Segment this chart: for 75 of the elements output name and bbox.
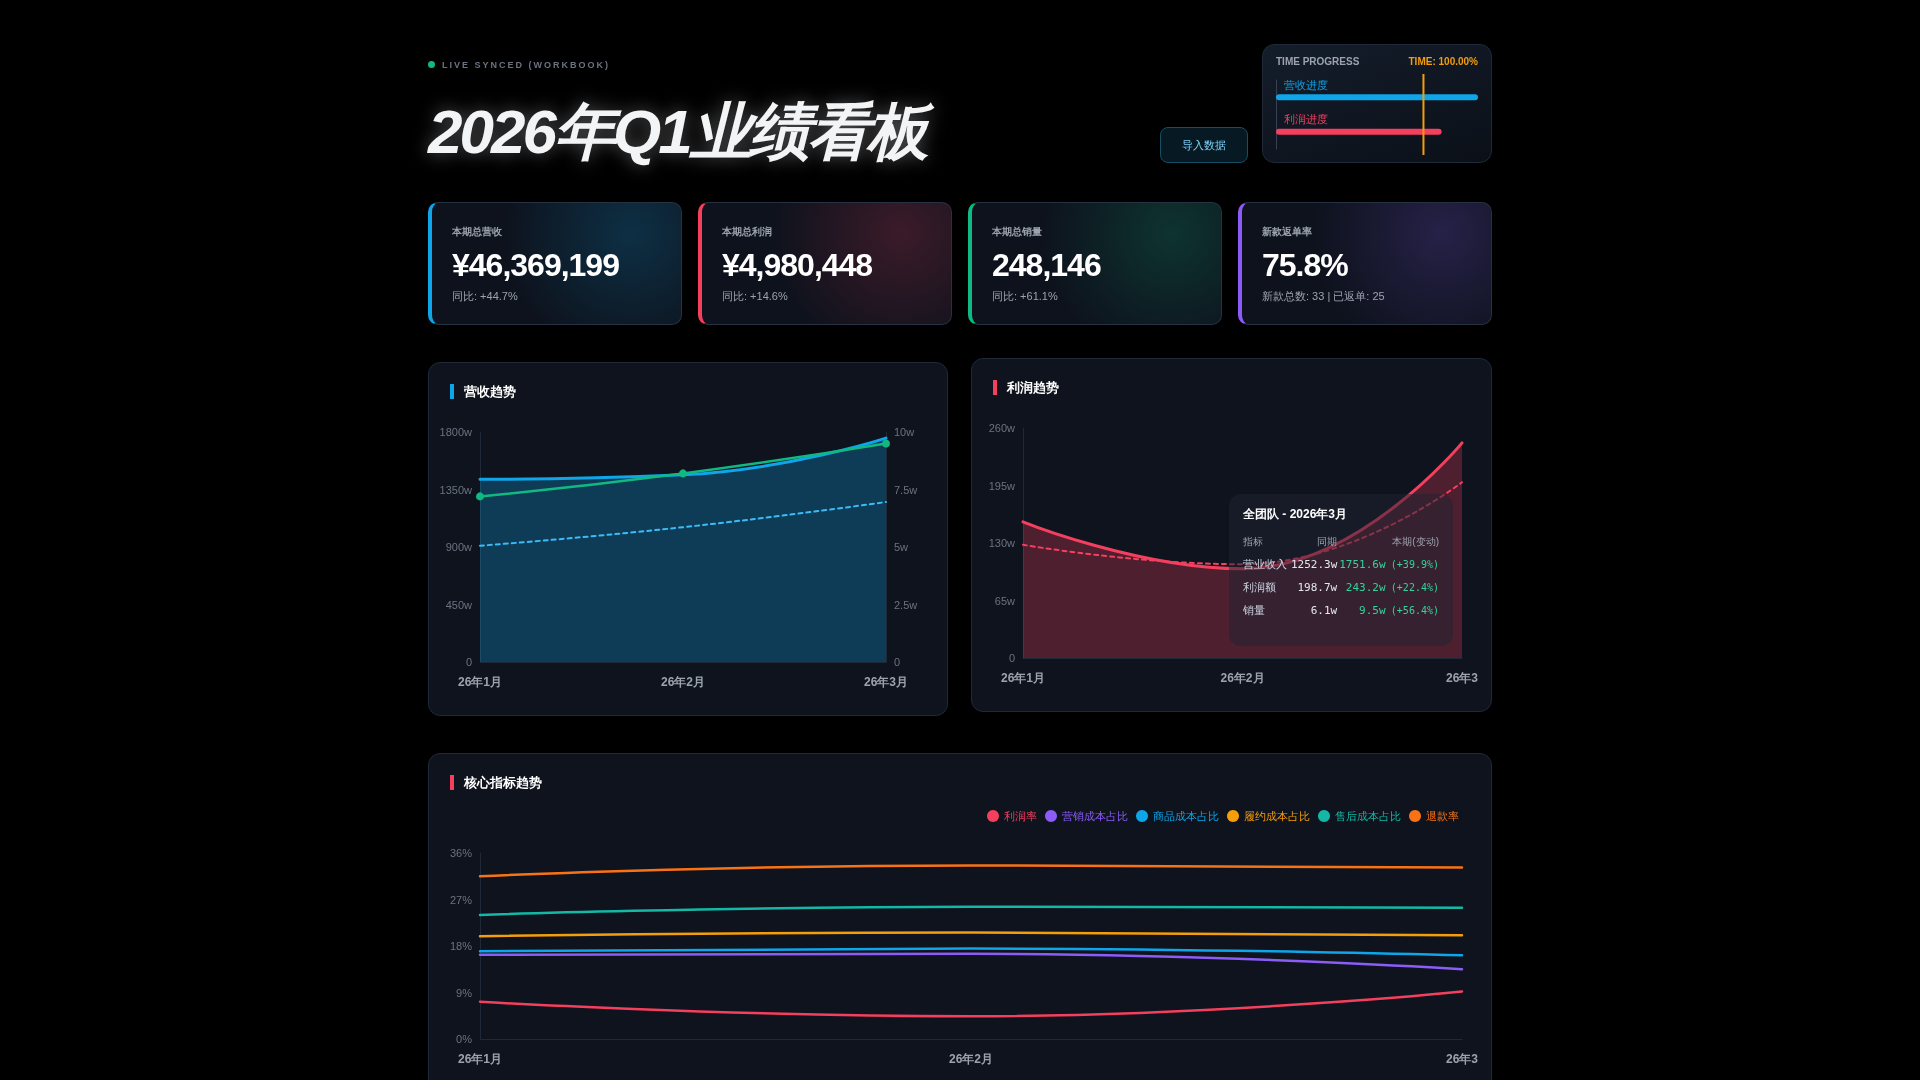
x-tick-label: 26年2月 bbox=[660, 675, 706, 689]
annotation: (+56.4%) bbox=[1389, 604, 1439, 618]
legend-label: 利润率 bbox=[1004, 810, 1037, 822]
y-tick-label: 36% bbox=[449, 847, 473, 859]
annotation: 1252.3w bbox=[1289, 557, 1338, 573]
annotation: 销量 bbox=[1243, 603, 1266, 618]
y-tick-label: 0% bbox=[456, 1033, 473, 1045]
text: ¥4,980,448 bbox=[722, 247, 873, 284]
text: LIVE SYNCED (WORKBOOK) bbox=[441, 60, 611, 70]
y-tick-label: 27% bbox=[449, 893, 473, 906]
legend-label: 退款率 bbox=[1426, 810, 1459, 822]
text: TIME: 100.00% bbox=[1408, 56, 1478, 67]
y2-tick-label: 2.5w bbox=[894, 598, 918, 611]
y-tick-label: 0 bbox=[465, 656, 472, 668]
annotation: 1751.6w bbox=[1338, 557, 1386, 573]
annotation: 全团队 - 2026年3月 bbox=[1243, 506, 1349, 523]
annotation: (+22.4%) bbox=[1389, 581, 1439, 595]
legend-label: 商品成本占比 bbox=[1153, 810, 1219, 822]
x-tick-label: 26年1月 bbox=[457, 675, 503, 689]
x-tick-label: 26年1月 bbox=[1000, 671, 1046, 685]
y2-tick-label: 10w bbox=[894, 426, 915, 438]
y-tick-label: 1800w bbox=[439, 426, 473, 438]
text: 同比: +61.1% bbox=[992, 289, 1058, 304]
y-tick-label: 9% bbox=[456, 986, 473, 999]
y2-tick-label: 5w bbox=[894, 541, 909, 553]
text: ¥46,369,199 bbox=[452, 247, 619, 284]
y-tick-label: 利润进度 bbox=[1284, 113, 1328, 126]
annotation: 利润额 bbox=[1243, 580, 1277, 595]
y-tick-label: 195w bbox=[988, 479, 1016, 492]
y-tick-label: 65w bbox=[994, 594, 1016, 607]
chart-title: TIME PROGRESS bbox=[1276, 56, 1360, 67]
annotation: 营业收入 bbox=[1243, 557, 1288, 572]
text: 本期总营收 bbox=[452, 225, 502, 239]
point bbox=[882, 439, 890, 448]
text: 新款返单率 bbox=[1262, 225, 1312, 239]
annotation: 243.2w bbox=[1344, 580, 1386, 596]
x-tick-label: 26年1月 bbox=[457, 1052, 503, 1066]
point bbox=[476, 492, 484, 501]
text: 248,146 bbox=[992, 247, 1101, 284]
chart-title: 利润趋势 bbox=[993, 380, 1059, 395]
annotation: 9.5w bbox=[1358, 603, 1386, 619]
legend-label: 履约成本占比 bbox=[1244, 810, 1310, 822]
y-tick-label: 营收进度 bbox=[1284, 78, 1328, 91]
x-tick-label: 26年2月 bbox=[1220, 671, 1265, 685]
y-tick-label: 900w bbox=[445, 541, 473, 553]
text: 导入数据 bbox=[1160, 127, 1248, 163]
annotation: 本期(变动) bbox=[1391, 535, 1439, 549]
y2-tick-label: 0 bbox=[894, 656, 901, 668]
y-tick-label: 18% bbox=[449, 940, 473, 952]
point bbox=[679, 469, 687, 478]
y-tick-label: 0 bbox=[1008, 652, 1015, 664]
annotation: 同期 bbox=[1316, 535, 1338, 549]
y-tick-label: 1350w bbox=[439, 483, 473, 496]
x-tick-label: 26年2月 bbox=[948, 1052, 994, 1066]
x-tick-label: 26年3 bbox=[1445, 671, 1479, 685]
x-tick-label: 26年3 bbox=[1445, 1052, 1479, 1066]
chart-title: 核心指标趋势 bbox=[450, 775, 542, 790]
annotation: 6.1w bbox=[1309, 603, 1338, 619]
y-tick-label: 130w bbox=[988, 537, 1016, 549]
annotation: (+39.9%) bbox=[1389, 558, 1439, 572]
text: 同比: +44.7% bbox=[452, 289, 518, 304]
annotation: 198.7w bbox=[1296, 580, 1338, 596]
text: 本期总利润 bbox=[722, 225, 772, 239]
chart-title: 营收趋势 bbox=[450, 384, 516, 399]
y-tick-label: 260w bbox=[988, 422, 1016, 434]
text: 本期总销量 bbox=[992, 225, 1042, 239]
text: 新款总数: 33 | 已返单: 25 bbox=[1262, 289, 1385, 304]
legend-label: 售后成本占比 bbox=[1335, 810, 1401, 822]
text: 同比: +14.6% bbox=[722, 289, 788, 304]
legend-label: 营销成本占比 bbox=[1062, 810, 1128, 822]
text: 75.8% bbox=[1262, 247, 1348, 284]
y2-tick-label: 7.5w bbox=[894, 483, 918, 496]
x-tick-label: 26年3月 bbox=[863, 675, 909, 689]
annotation: 指标 bbox=[1243, 535, 1264, 549]
y-tick-label: 450w bbox=[445, 598, 473, 611]
